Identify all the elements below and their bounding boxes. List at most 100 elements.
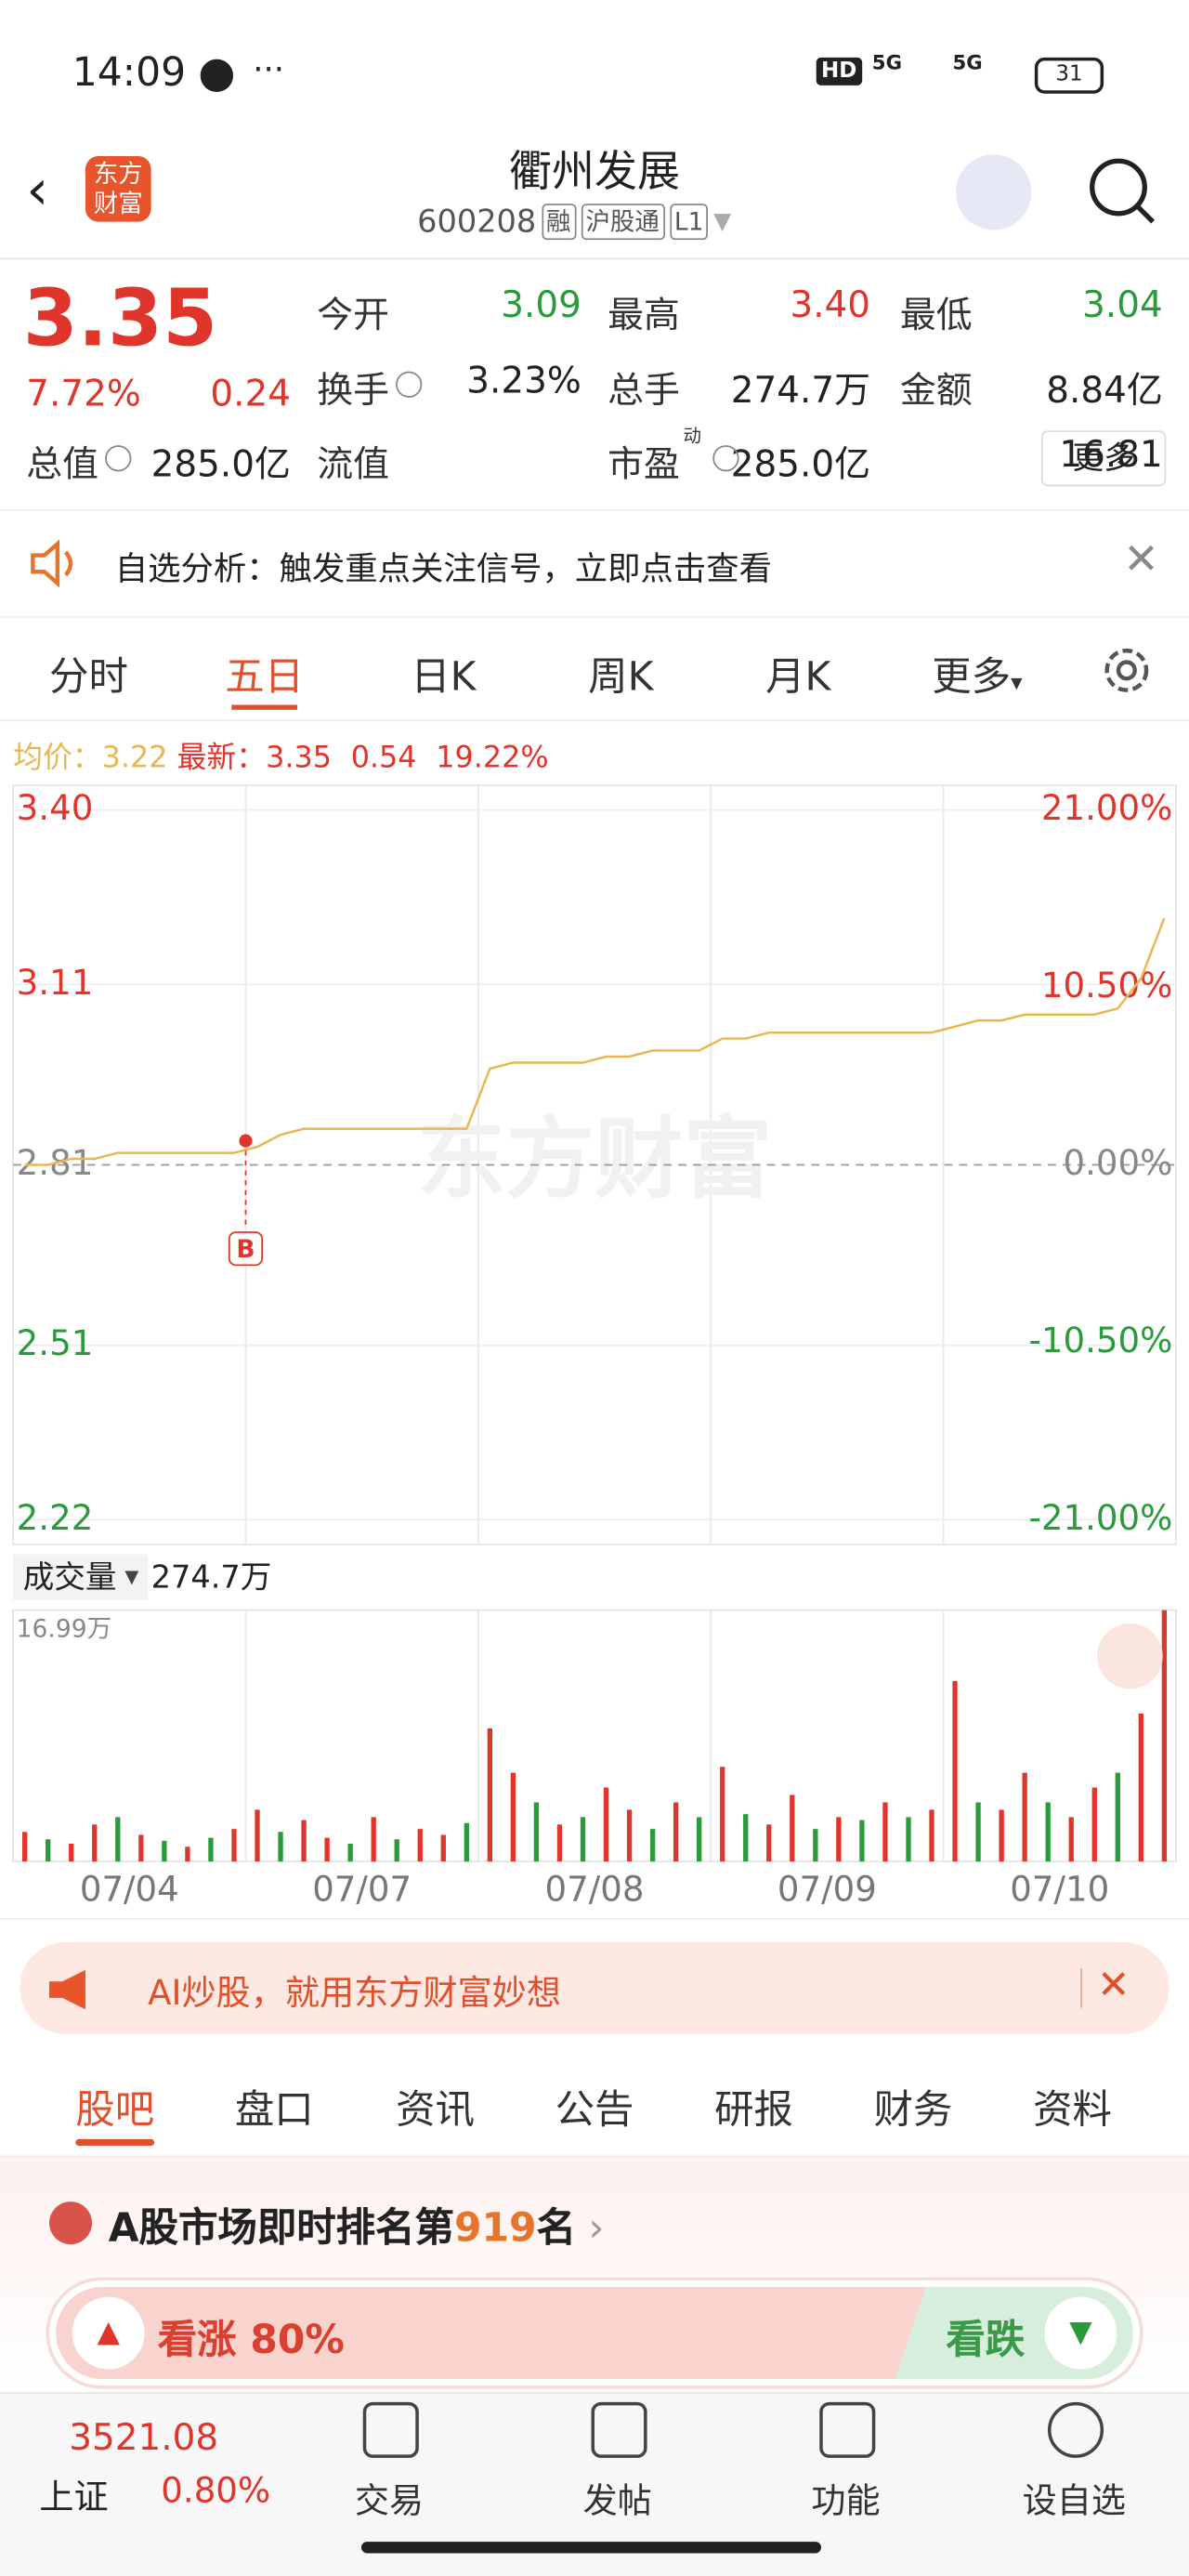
volume-bar [720,1767,725,1862]
legend-change-pct: 19.22% [436,741,549,776]
volume-bar [115,1817,121,1862]
status-net: 5G [952,50,983,74]
tab-underline [231,704,298,710]
y2-tick-label: -10.50% [1028,1321,1172,1360]
volume-bar [231,1829,237,1862]
nav-icon[interactable] [362,2401,419,2458]
status-hd: HD [816,57,862,85]
rank-number: 919 [453,2204,537,2252]
field-label: 总值 [26,445,99,487]
status-battery: 31 [1034,57,1104,94]
volume-bar [859,1820,865,1862]
vote-up-label: 看涨 [157,2316,237,2363]
volume-bar [766,1824,772,1862]
caret: ▾ [1011,670,1023,697]
divider [0,257,1189,260]
y2-tick-label: 10.50% [1041,966,1173,1005]
field-value: 285.0亿 [730,445,871,487]
x-tick-label: 07/07 [312,1869,412,1909]
tab[interactable]: 周K [588,653,654,701]
robot-avatar[interactable] [955,154,1032,230]
signal-banner[interactable] [0,509,1189,618]
nav-label[interactable]: 交易 [354,2480,425,2521]
field-label: 流值 [317,445,390,487]
nav-label[interactable]: 设自选 [1022,2480,1126,2521]
back[interactable]: ‹ [26,157,49,224]
search[interactable] [1084,154,1159,230]
volume-bar [603,1787,609,1862]
nav-icon[interactable] [591,2401,647,2458]
volume-bar [952,1680,958,1862]
legend-avg: 3.22 [101,741,168,776]
field-value: 3.04 [1082,285,1163,327]
volume-bar [649,1829,656,1862]
volume-bar [324,1837,330,1862]
marker-dot [239,1134,253,1148]
y-tick-label: 2.51 [17,1323,94,1363]
ad-close[interactable]: ✕ [1097,1961,1130,2008]
code: 600208 [417,204,537,241]
volume-label-box [13,1554,149,1601]
volume-total: 274.7万 [151,1559,272,1596]
field-value: 274.7万 [730,371,871,413]
field-label: 总手 [608,371,680,413]
status-net: 5G [871,50,902,74]
nav-label[interactable]: 发帖 [582,2480,652,2521]
field-label: 换手 [317,371,390,413]
x-tick-label: 07/10 [1010,1869,1109,1909]
field-value: 16.81 [1059,435,1163,477]
tab[interactable]: 日K [411,653,477,701]
volume-bar [1045,1802,1051,1862]
volume-bar [813,1829,818,1862]
watermark: 东方财富 [417,1107,772,1211]
legend-last-label: 最新： [176,741,267,776]
sub-tab[interactable]: 股吧 [75,2086,155,2133]
more-button[interactable]: 更多 [1040,430,1167,487]
volume-bar [1068,1817,1074,1862]
sub-tab[interactable]: 研报 [714,2086,793,2133]
volume-bar [138,1834,144,1862]
volume-bar [255,1809,260,1862]
nav-icon[interactable] [819,2401,876,2458]
sub-tab[interactable]: 公告 [555,2086,634,2133]
volume-bar [347,1844,353,1862]
rank-text[interactable]: A股市场即时排名第919名 › [108,2204,605,2252]
rank-prefix: A股市场即时排名第 [108,2204,454,2252]
sub-tab[interactable]: 财务 [873,2086,953,2133]
volume-bar [1091,1787,1097,1862]
change: 0.24 [210,375,291,416]
volume-bar [417,1829,423,1862]
index-value[interactable]: 3521.08 [69,2418,219,2460]
rank-icon [49,2201,93,2245]
tag: 沪股通 [581,204,665,241]
marker-box [228,1231,264,1267]
x-tick-label: 07/08 [545,1869,645,1909]
y-tick-label: 3.40 [17,788,94,828]
volume-frame [12,1609,1177,1863]
info-icon [105,445,132,472]
volume-bar [556,1824,563,1862]
tab[interactable]: 更多▾ [932,653,1023,701]
volume-bar [185,1847,190,1862]
sub-tab[interactable]: 资讯 [396,2086,475,2133]
legend-avg-label: 均价： [13,741,102,776]
volume-bar [510,1772,516,1862]
field-value: 8.84亿 [1046,371,1163,413]
vote-up: 看涨 80% [158,2307,345,2364]
volume-tick-label: 16.99万 [17,1614,111,1643]
tab[interactable]: 分时 [49,653,128,701]
tab[interactable]: 五日 [225,653,305,701]
y-tick-label: 2.22 [17,1498,94,1538]
nav-icon[interactable] [1047,2401,1104,2458]
ad-banner[interactable] [20,1941,1169,2034]
legend-change: 0.54 [350,741,417,776]
caret: ▼ [124,1566,138,1587]
vote-up-bg[interactable] [56,2287,936,2380]
close[interactable]: ✕ [1123,535,1159,585]
nav-label[interactable]: 功能 [811,2480,881,2521]
sub-tab[interactable]: 资料 [1033,2086,1112,2133]
settings[interactable] [1097,641,1156,701]
sub-tab[interactable]: 盘口 [234,2086,314,2133]
tab[interactable]: 月K [765,653,831,701]
